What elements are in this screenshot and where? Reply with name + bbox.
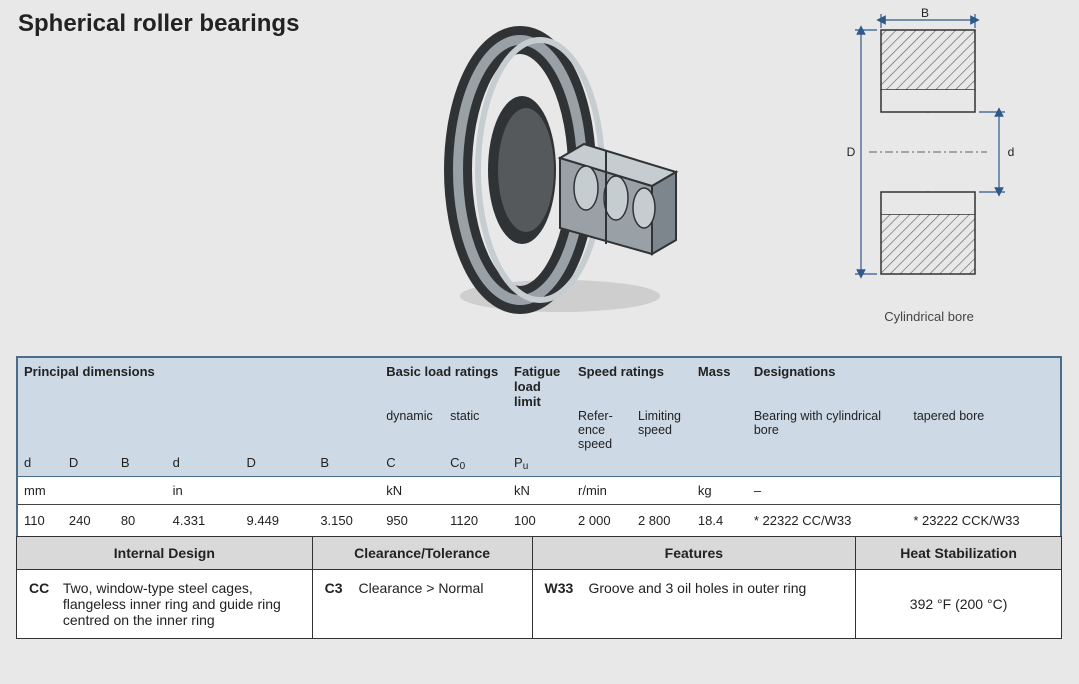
sym-C: C xyxy=(380,453,444,477)
sym-B-in: B xyxy=(314,453,380,477)
schematic-caption: Cylindrical bore xyxy=(809,309,1049,324)
sym-D-mm: D xyxy=(63,453,115,477)
svg-text:B: B xyxy=(921,8,929,20)
sub-bearing-cyl: Bearing with cylindrical bore xyxy=(748,409,908,453)
sym-B-mm: B xyxy=(115,453,167,477)
svg-text:D: D xyxy=(847,145,856,159)
val-desig-tap: * 23222 CCK/W33 xyxy=(907,505,1061,538)
page-title: Spherical roller bearings xyxy=(18,10,299,38)
descriptor-table: Internal Design Clearance/Tolerance Feat… xyxy=(16,536,1062,639)
sub-dynamic: dynamic xyxy=(380,409,444,453)
sub-static: static xyxy=(444,409,508,453)
unit-in: in xyxy=(167,477,381,505)
cell-clearance: C3 Clearance > Normal xyxy=(312,570,532,639)
cell-internal-design: CC Two, window-type steel cages, flangel… xyxy=(17,570,313,639)
unit-kN1: kN xyxy=(380,477,508,505)
val-d-mm: 110 xyxy=(17,505,63,538)
val-C0: 1120 xyxy=(444,505,508,538)
sub-ref-speed: Refer-ence speed xyxy=(572,409,632,453)
sym-Pu: Pu xyxy=(508,453,572,477)
hdr-fatigue: Fatigue load limit xyxy=(514,364,560,409)
hdr-heat: Heat Stabilization xyxy=(856,537,1062,570)
bearing-3d-illustration xyxy=(410,20,690,320)
val-C: 950 xyxy=(380,505,444,538)
unit-mm: mm xyxy=(17,477,167,505)
unit-kg: kg xyxy=(692,477,748,505)
sub-lim-speed: Limiting speed xyxy=(632,409,692,453)
val-ref-speed: 2 000 xyxy=(572,505,632,538)
val-lim-speed: 2 800 xyxy=(632,505,692,538)
val-D-in: 9.449 xyxy=(241,505,315,538)
hdr-mass: Mass xyxy=(698,364,731,379)
schematic-drawing: B D d Cylindrical bore xyxy=(809,8,1049,328)
val-D-mm: 240 xyxy=(63,505,115,538)
val-B-mm: 80 xyxy=(115,505,167,538)
unit-rmin: r/min xyxy=(572,477,692,505)
cell-features: W33 Groove and 3 oil holes in outer ring xyxy=(532,570,856,639)
val-mass: 18.4 xyxy=(692,505,748,538)
unit-dash: – xyxy=(748,477,1061,505)
hdr-principal: Principal dimensions xyxy=(24,364,155,379)
cell-heat: 392 °F (200 °C) xyxy=(856,570,1062,639)
sym-D-in: D xyxy=(241,453,315,477)
val-Pu: 100 xyxy=(508,505,572,538)
hdr-basic-load: Basic load ratings xyxy=(386,364,498,379)
val-B-in: 3.150 xyxy=(314,505,380,538)
sym-d-mm: d xyxy=(17,453,63,477)
hdr-clearance: Clearance/Tolerance xyxy=(312,537,532,570)
sym-C0: C0 xyxy=(444,453,508,477)
val-desig-cyl: * 22322 CC/W33 xyxy=(748,505,908,538)
hdr-designations: Designations xyxy=(754,364,836,379)
specs-table: Principal dimensions Basic load ratings … xyxy=(16,356,1062,538)
hdr-speed: Speed ratings xyxy=(578,364,664,379)
unit-kN2: kN xyxy=(508,477,572,505)
svg-text:d: d xyxy=(1008,145,1015,159)
sub-tapered: tapered bore xyxy=(907,409,1061,453)
hdr-internal-design: Internal Design xyxy=(17,537,313,570)
hdr-features: Features xyxy=(532,537,856,570)
val-d-in: 4.331 xyxy=(167,505,241,538)
sym-d-in: d xyxy=(167,453,241,477)
